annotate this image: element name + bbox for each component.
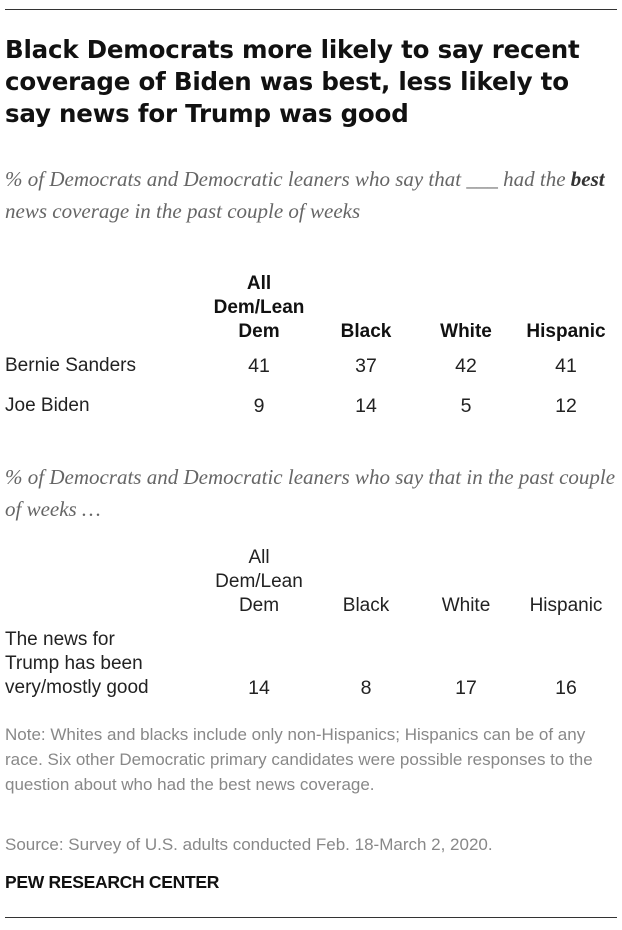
column-header: All Dem/Lean Dem: [194, 272, 324, 344]
value-cell: 16: [555, 677, 577, 699]
column-header-line: All: [246, 273, 272, 294]
row-label: The news for Trump has been very/mostly go…: [5, 628, 149, 700]
row-label: Joe Biden: [5, 394, 90, 418]
column-header: All Dem/Lean Dem: [194, 546, 324, 618]
value-cell: 12: [555, 395, 577, 417]
subtitle-part2: news coverage in the past couple of week…: [5, 199, 361, 223]
value-cell: 42: [455, 355, 477, 377]
subtitle-best-coverage: % of Democrats and Democratic leaners wh…: [5, 163, 617, 227]
bottom-rule: [5, 917, 617, 918]
column-header-line: Black: [342, 595, 390, 616]
value-cell: 5: [460, 395, 472, 417]
subtitle-part1: % of Democrats and Democratic leaners wh…: [5, 167, 571, 191]
row-label: Bernie Sanders: [5, 354, 136, 378]
pew-logo-text: PEW RESEARCH CENTER: [5, 872, 220, 892]
column-header-line: Hispanic: [529, 595, 603, 616]
value-cell: 37: [355, 355, 377, 377]
column-header-line: Dem/Lean: [213, 297, 305, 318]
column-header-line: Black: [340, 321, 392, 342]
value-cell: 9: [253, 395, 265, 417]
column-header-line: Dem: [238, 595, 280, 616]
column-header: Hispanic: [501, 594, 622, 618]
note: Note: Whites and blacks include only non…: [5, 725, 593, 794]
column-header-line: White: [440, 321, 492, 342]
column-header-line: Hispanic: [526, 321, 606, 342]
row-label-line: The news for: [5, 629, 115, 650]
value-cell: 14: [248, 677, 270, 699]
subtitle-emphasis: best: [570, 167, 605, 191]
value-cell: 14: [355, 395, 377, 417]
column-header-line: White: [441, 595, 491, 616]
column-header-line: Dem: [238, 321, 280, 342]
column-header: Black: [301, 594, 431, 618]
column-header: Black: [301, 320, 431, 344]
value-cell: 41: [555, 355, 577, 377]
source: Source: Survey of U.S. adults conducted …: [5, 835, 493, 854]
row-label-line: Joe Biden: [5, 395, 90, 416]
column-header-line: Dem/Lean: [215, 571, 303, 592]
chart-title: Black Democrats more likely to say recen…: [5, 35, 580, 128]
value-cell: 41: [248, 355, 270, 377]
top-rule: [5, 9, 617, 10]
column-header: White: [401, 320, 531, 344]
row-label-line: Trump has been: [5, 653, 143, 674]
column-header-line: All: [248, 547, 270, 568]
subtitle-trump-news: % of Democrats and Democratic leaners wh…: [5, 465, 616, 521]
value-cell: 8: [360, 677, 372, 699]
row-label-line: very/mostly good: [5, 677, 149, 698]
column-header: White: [401, 594, 531, 618]
row-label-line: Bernie Sanders: [5, 355, 136, 376]
column-header: Hispanic: [501, 320, 622, 344]
value-cell: 17: [455, 677, 477, 699]
